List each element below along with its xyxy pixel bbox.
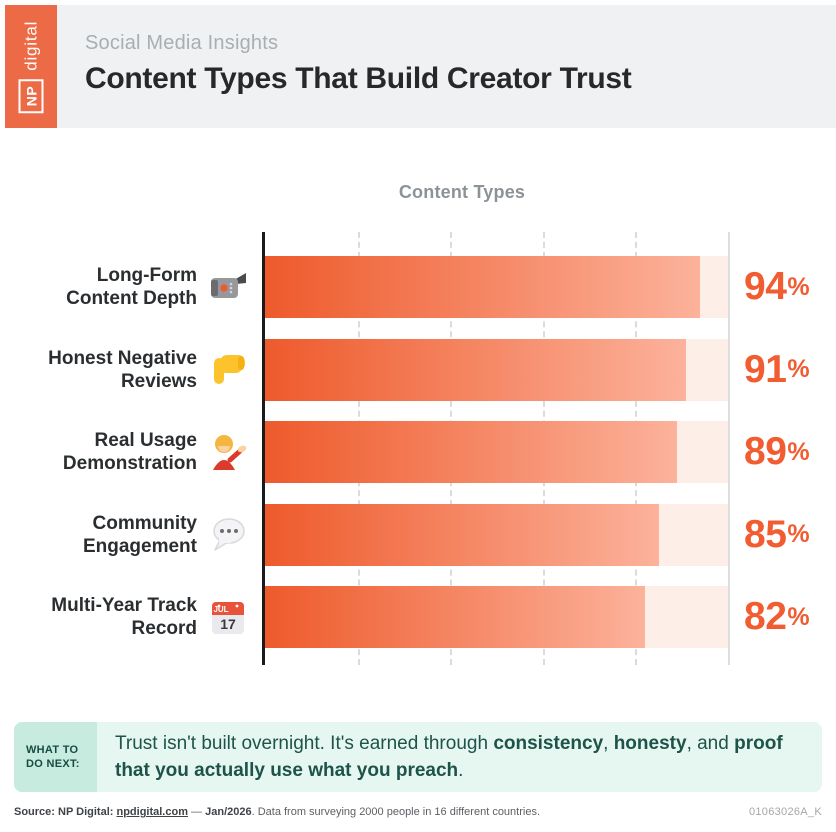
- category-long-form-content-depth: Long-Form Content Depth: [0, 256, 248, 318]
- category-label: Real Usage Demonstration: [62, 430, 197, 474]
- bar-track: [265, 256, 728, 318]
- page-title: Content Types That Build Creator Trust: [85, 62, 632, 95]
- value-label-long-form: 94%: [744, 265, 810, 308]
- bar-real-usage-demonstration: [265, 421, 678, 483]
- category-label: Multi-Year Track Record: [51, 595, 197, 639]
- value-label-multi-year: 82%: [744, 595, 810, 638]
- value-label-honest-negative: 91%: [744, 347, 810, 391]
- reference-code: 01063026A_K: [748, 806, 822, 818]
- calendar-icon: JUL 17: [208, 597, 248, 637]
- value-label-community: 85%: [744, 512, 810, 556]
- bar-track: [265, 503, 728, 566]
- callout-text: Trust isn't built overnight. It's earned…: [115, 733, 783, 781]
- bar-track: [265, 421, 728, 483]
- category-label: Long-Form Content Depth: [66, 265, 197, 309]
- plot-area: [262, 232, 730, 665]
- footer: Source: NP Digital: npdigital.com — Jan/…: [14, 806, 822, 818]
- category-label: Honest Negative Reviews: [48, 347, 197, 392]
- category-honest-negative-reviews: Honest Negative Reviews: [0, 339, 248, 401]
- value-label-real-usage: 89%: [744, 430, 810, 473]
- logo-digital-text: digital: [21, 20, 40, 71]
- category-multi-year-track-record: Multi-Year Track Record JUL 17: [0, 586, 248, 648]
- bar-honest-negative-reviews: [265, 338, 687, 401]
- category-real-usage-demonstration: Real Usage Demonstration: [0, 421, 248, 483]
- bar-track: [265, 338, 728, 401]
- bar-track: [265, 586, 728, 648]
- np-logo-mark: NP: [18, 78, 44, 113]
- bar-long-form-content-depth: [265, 256, 701, 318]
- chart-title: Content Types: [398, 182, 526, 202]
- callout-badge: WHAT TO DO NEXT:: [14, 722, 97, 792]
- speech-balloon-icon: [208, 515, 248, 555]
- np-digital-logo: NP digital: [5, 5, 57, 128]
- svg-text:JUL: JUL: [213, 605, 228, 614]
- video-camera-icon: [208, 267, 248, 307]
- thumbs-down-icon: [208, 350, 248, 390]
- header: NP digital Social Media Insights Content…: [5, 5, 836, 128]
- header-panel: Social Media Insights Content Types That…: [57, 5, 836, 128]
- woman-tipping-hand-icon: [208, 432, 248, 472]
- bar-community-engagement: [265, 503, 659, 566]
- source-note: Source: NP Digital: npdigital.com — Jan/…: [14, 806, 541, 818]
- eyebrow-label: Social Media Insights: [85, 32, 279, 54]
- source-link[interactable]: npdigital.com: [116, 806, 188, 818]
- what-to-do-next-callout: WHAT TO DO NEXT: Trust isn't built overn…: [14, 722, 822, 792]
- category-community-engagement: Community Engagement: [0, 504, 248, 566]
- svg-text:17: 17: [220, 616, 236, 632]
- category-label: Community Engagement: [82, 512, 197, 557]
- bar-multi-year-track-record: [265, 586, 645, 648]
